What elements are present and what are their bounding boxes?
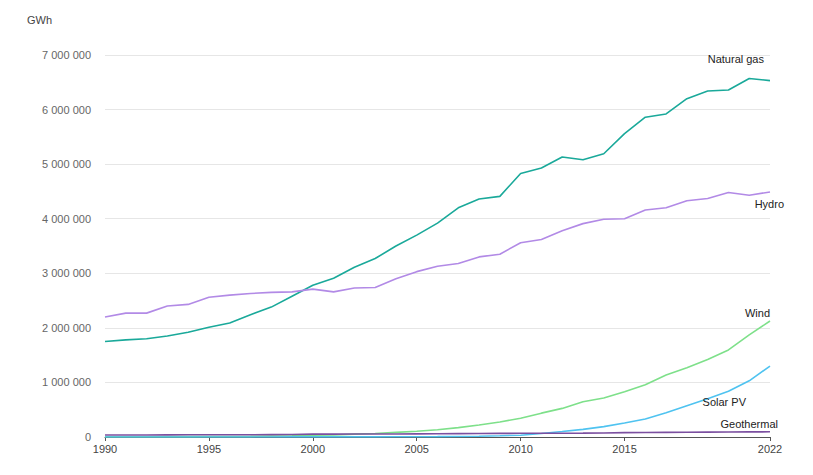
svg-text:1990: 1990 bbox=[93, 443, 117, 455]
svg-text:5 000 000: 5 000 000 bbox=[42, 158, 91, 170]
svg-text:2 000 000: 2 000 000 bbox=[42, 322, 91, 334]
svg-text:2022: 2022 bbox=[758, 443, 782, 455]
svg-text:Geothermal: Geothermal bbox=[721, 418, 778, 430]
svg-text:Hydro: Hydro bbox=[755, 198, 784, 210]
svg-text:Natural gas: Natural gas bbox=[708, 53, 765, 65]
svg-text:GWh: GWh bbox=[27, 14, 52, 26]
svg-text:1995: 1995 bbox=[197, 443, 221, 455]
svg-text:2010: 2010 bbox=[508, 443, 532, 455]
svg-text:2000: 2000 bbox=[301, 443, 325, 455]
svg-text:6 000 000: 6 000 000 bbox=[42, 104, 91, 116]
svg-text:0: 0 bbox=[85, 431, 91, 443]
svg-text:Wind: Wind bbox=[745, 307, 770, 319]
svg-text:1 000 000: 1 000 000 bbox=[42, 376, 91, 388]
svg-text:2005: 2005 bbox=[404, 443, 428, 455]
svg-text:2015: 2015 bbox=[612, 443, 636, 455]
svg-text:Solar PV: Solar PV bbox=[703, 396, 747, 408]
svg-text:4 000 000: 4 000 000 bbox=[42, 213, 91, 225]
svg-text:3 000 000: 3 000 000 bbox=[42, 267, 91, 279]
svg-text:7 000 000: 7 000 000 bbox=[42, 49, 91, 61]
